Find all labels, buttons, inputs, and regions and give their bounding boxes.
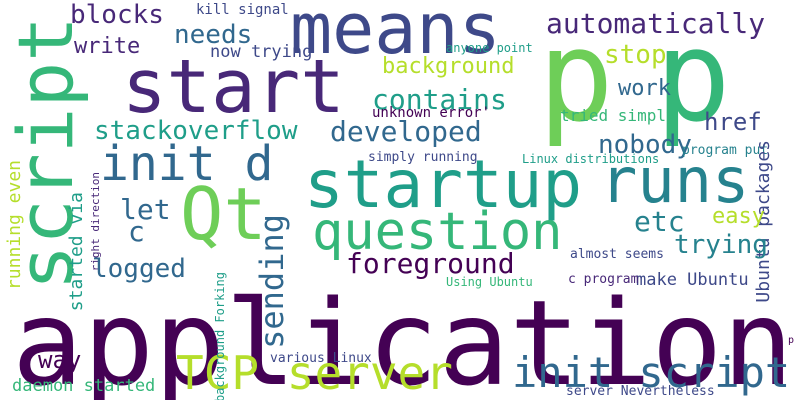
word-foreground: foreground [346,247,515,280]
word-stackoverflow: stackoverflow [94,116,298,146]
word-logged: logged [92,254,186,284]
word-easy: easy [712,204,765,229]
word-qt: Qt [180,172,267,256]
word-sending: sending [253,214,291,349]
word-trying: trying [674,230,768,260]
word-way: way [38,346,82,374]
word-anyone-point: anyone point [446,41,533,55]
word-background-forking: background Forking [213,272,227,400]
word-linux-distributions: Linux distributions [522,152,660,166]
word-tcp-server: TCP server [176,346,453,400]
word-init-d: init d [100,136,274,192]
word-question: question [312,202,563,262]
word-running-even: running even [4,160,25,291]
word-tried-simply: tried simply [560,106,676,125]
word-work: work [618,76,671,101]
word-application: application [12,274,794,400]
word-make-ubuntu: make Ubuntu [636,270,749,290]
word-using-ubuntu: Using Ubuntu [446,275,533,289]
word-startup: startup [304,146,583,223]
word-stop: stop [604,40,667,70]
word-etc: etc [634,205,685,238]
word-p-small: p [788,335,795,346]
word-nobody: nobody [598,130,692,160]
word-kill-signal: kill signal [196,2,289,18]
word-runs: runs [600,144,750,217]
word-c-1: c [128,215,145,248]
word-simply-running: simply running [368,150,478,165]
word-background: background [382,54,515,79]
word-let: let [120,193,171,226]
word-now-trying: now trying [210,42,313,62]
word-write: write [74,34,141,59]
word-unknown-error: unknown error' [372,105,491,121]
word-contains: contains [372,83,507,116]
word-server-nevertheless: server Nevertheless [566,384,715,399]
word-start: start [122,44,345,130]
word-init-script: init script [512,348,791,397]
word-developed: developed [330,115,482,148]
word-almost-seems: almost seems [570,247,664,262]
word-c-program: c program [568,272,639,287]
word-daemon-started: daemon started [12,376,156,396]
word-means: means [290,0,501,70]
word-automatically: automatically [546,7,766,40]
word-p-1: p [538,3,614,150]
word-blocks: blocks [70,0,164,30]
word-various-linux: various Linux [270,351,372,366]
word-href: href [704,108,762,136]
word-program-put: program put [682,143,769,158]
word-started-via: started via [66,192,87,312]
word-needs: needs [174,20,253,50]
word-p-2: p [655,3,731,150]
